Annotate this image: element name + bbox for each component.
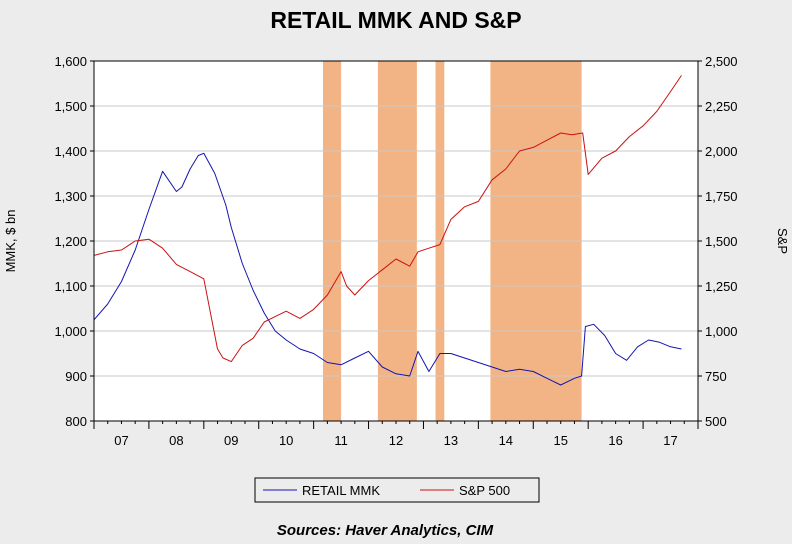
left-tick-label: 1,000 <box>54 324 87 339</box>
right-tick-label: 750 <box>705 369 727 384</box>
left-tick-label: 900 <box>65 369 87 384</box>
x-tick-label: 13 <box>444 433 458 448</box>
left-y-axis: 800 900 1,000 1,100 1,200 1,300 1,400 1,500 1,60… <box>54 54 94 429</box>
left-tick-label: 1,200 <box>54 234 87 249</box>
left-tick-label: 1,400 <box>54 144 87 159</box>
gridlines <box>94 105 698 377</box>
left-tick-label: 1,300 <box>54 189 87 204</box>
x-tick-label: 16 <box>608 433 622 448</box>
x-axis: 07 08 09 10 11 12 13 14 15 16 17 <box>93 421 699 448</box>
x-tick-label: 10 <box>279 433 293 448</box>
right-tick-label: 500 <box>705 414 727 429</box>
right-tick-label: 1,000 <box>705 324 738 339</box>
right-axis-label: S&P <box>775 228 790 254</box>
left-tick-label: 800 <box>65 414 87 429</box>
legend-box <box>254 477 540 503</box>
right-tick-label: 2,250 <box>705 99 738 114</box>
chart-title: RETAIL MMK AND S&P <box>270 7 521 33</box>
right-tick-label: 2,000 <box>705 144 738 159</box>
x-tick-label: 11 <box>334 433 348 448</box>
series-line-sp500 <box>93 75 682 363</box>
left-tick-label: 1,500 <box>54 99 87 114</box>
source-note: Sources: Haver Analytics, CIM <box>277 522 494 539</box>
legend: RETAIL MMK S&P 500 <box>254 477 540 503</box>
right-tick-label: 1,750 <box>705 189 738 204</box>
x-tick-label: 08 <box>169 433 183 448</box>
left-axis-label: MMK, $ bn <box>3 210 18 273</box>
x-tick-label: 07 <box>114 433 128 448</box>
left-tick-label: 1,600 <box>54 54 87 69</box>
x-tick-label: 12 <box>389 433 403 448</box>
x-tick-label: 17 <box>663 433 677 448</box>
x-tick-label: 09 <box>224 433 238 448</box>
right-tick-label: 1,250 <box>705 279 738 294</box>
left-tick-label: 1,100 <box>54 279 87 294</box>
right-tick-label: 2,500 <box>705 54 738 69</box>
right-y-axis: 500 750 1,000 1,250 1,500 1,750 2,000 2,250 2,50… <box>698 54 738 429</box>
x-tick-label: 15 <box>553 433 567 448</box>
legend-label-sp500: S&P 500 <box>459 483 510 498</box>
series-line-retail-mmk <box>93 152 682 386</box>
series-lines <box>93 75 682 386</box>
legend-label-retail-mmk: RETAIL MMK <box>302 483 380 498</box>
right-tick-label: 1,500 <box>705 234 738 249</box>
x-tick-label: 14 <box>499 433 513 448</box>
